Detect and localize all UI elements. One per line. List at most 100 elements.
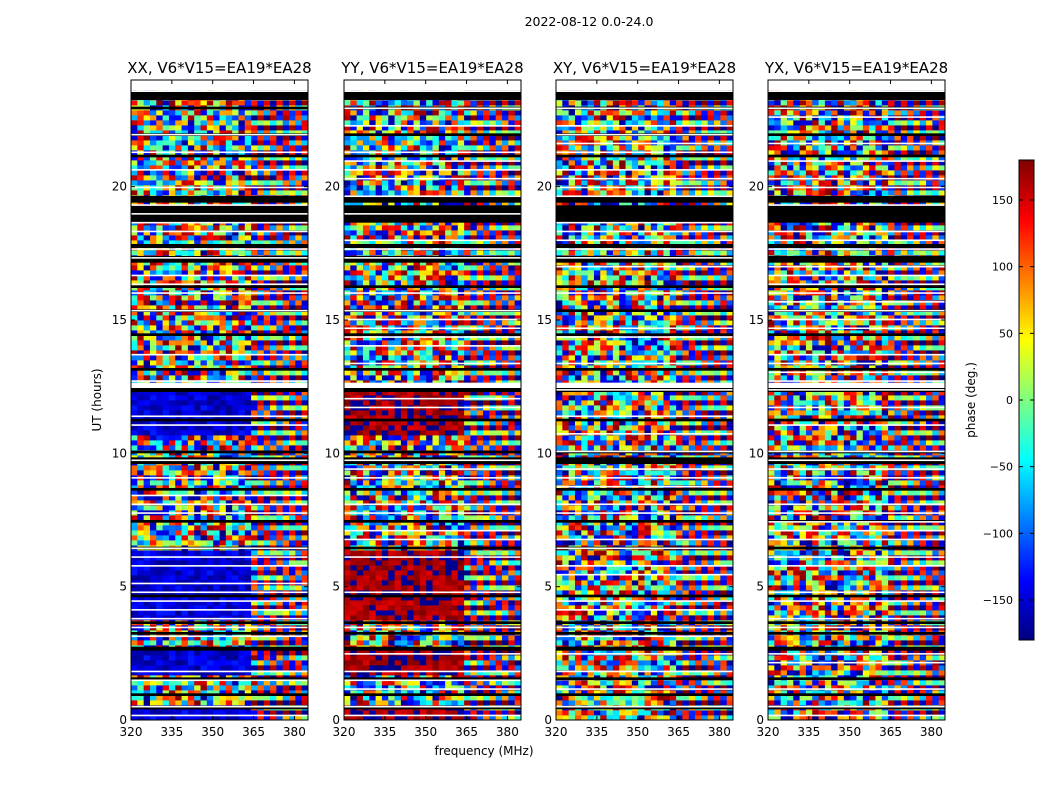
- heatmap-cell: [232, 425, 239, 431]
- heatmap-cell: [282, 615, 290, 621]
- heatmap-cell: [263, 375, 271, 381]
- heatmap-cell: [270, 230, 277, 236]
- heatmap-cell: [270, 390, 277, 396]
- heatmap-cell: [187, 200, 195, 206]
- heatmap-cell: [143, 360, 151, 366]
- heatmap-cell: [162, 295, 170, 301]
- heatmap-cell: [295, 440, 303, 446]
- heatmap-cell: [149, 240, 157, 246]
- heatmap-cell: [445, 700, 452, 706]
- heatmap-cell: [508, 595, 516, 601]
- heatmap-cell: [244, 465, 252, 471]
- heatmap-cell: [483, 700, 490, 706]
- heatmap-cell: [168, 525, 176, 531]
- heatmap-cell: [301, 165, 309, 171]
- heatmap-cell: [143, 170, 151, 176]
- heatmap-cell: [194, 585, 201, 591]
- heatmap-cell: [381, 520, 389, 526]
- heatmap-cell: [508, 500, 516, 506]
- heatmap-cell: [219, 130, 227, 136]
- heatmap-cell: [426, 515, 433, 521]
- heatmap-cell: [251, 230, 258, 236]
- heatmap-cell: [232, 445, 239, 451]
- heatmap-cell: [143, 370, 151, 376]
- heatmap-cell: [244, 535, 252, 541]
- heatmap-cell: [276, 100, 284, 106]
- heatmap-cell: [181, 715, 189, 721]
- heatmap-cell: [432, 500, 440, 506]
- heatmap-cell: [381, 655, 389, 661]
- heatmap-cell: [282, 550, 290, 556]
- heatmap-cell: [257, 330, 265, 336]
- heatmap-cell: [219, 370, 227, 376]
- heatmap-cell: [400, 640, 408, 646]
- heatmap-cell: [206, 540, 214, 546]
- heatmap-cell: [168, 170, 176, 176]
- heatmap-cell: [438, 715, 446, 721]
- heatmap-cell: [276, 275, 284, 281]
- heatmap-cell: [282, 260, 290, 266]
- heatmap-cell: [514, 600, 522, 606]
- heatmap-cell: [219, 260, 227, 266]
- heatmap-cell: [445, 600, 452, 606]
- heatmap-cell: [375, 690, 383, 696]
- heatmap-cell: [238, 605, 246, 611]
- heatmap-cell: [219, 110, 227, 116]
- heatmap-cell: [483, 495, 490, 501]
- heatmap-cell: [375, 700, 383, 706]
- heatmap-cell: [194, 535, 201, 541]
- heatmap-cell: [350, 530, 358, 536]
- heatmap-cell: [175, 500, 182, 506]
- heatmap-cell: [238, 565, 246, 571]
- heatmap-cell: [137, 135, 145, 141]
- heatmap-cell: [282, 500, 290, 506]
- heatmap-cell: [375, 640, 383, 646]
- heatmap-cell: [194, 175, 201, 181]
- heatmap-cell: [413, 490, 421, 496]
- heatmap-cell: [143, 240, 151, 246]
- heatmap-cell: [238, 445, 246, 451]
- heatmap-cell: [187, 125, 195, 131]
- heatmap-cell: [257, 660, 265, 666]
- heatmap-cell: [432, 570, 440, 576]
- heatmap-cell: [143, 540, 151, 546]
- heatmap-cell: [168, 610, 176, 616]
- heatmap-cell: [244, 520, 252, 526]
- heatmap-cell: [464, 575, 471, 581]
- heatmap-cell: [282, 265, 290, 271]
- heatmap-cell: [131, 415, 138, 421]
- heatmap-cell: [495, 640, 503, 646]
- heatmap-cell: [464, 540, 471, 546]
- heatmap-cell: [295, 270, 303, 276]
- heatmap-cell: [206, 140, 214, 146]
- heatmap-cell: [175, 280, 182, 286]
- heatmap-cell: [432, 655, 440, 661]
- heatmap-cell: [257, 410, 265, 416]
- heatmap-cell: [289, 690, 296, 696]
- heatmap-cell: [219, 530, 227, 536]
- heatmap-cell: [276, 370, 284, 376]
- heatmap-cell: [508, 495, 516, 501]
- heatmap-cell: [149, 270, 157, 276]
- heatmap-cell: [301, 540, 309, 546]
- heatmap-cell: [251, 650, 258, 656]
- heatmap-cell: [263, 175, 271, 181]
- heatmap-cell: [232, 155, 239, 161]
- heatmap-cell: [282, 685, 290, 691]
- heatmap-cell: [356, 660, 364, 666]
- heatmap-cell: [187, 635, 195, 641]
- heatmap-cell: [244, 640, 252, 646]
- heatmap-cell: [289, 315, 296, 321]
- heatmap-cell: [225, 520, 233, 526]
- heatmap-cell: [476, 565, 484, 571]
- flagged-band: [131, 621, 308, 624]
- heatmap-cell: [375, 595, 383, 601]
- heatmap-cell: [225, 610, 233, 616]
- heatmap-cell: [200, 715, 208, 721]
- heatmap-cell: [232, 375, 239, 381]
- heatmap-cell: [131, 395, 138, 401]
- heatmap-cell: [394, 540, 402, 546]
- heatmap-cell: [295, 540, 303, 546]
- heatmap-cell: [232, 235, 239, 241]
- heatmap-cell: [219, 360, 227, 366]
